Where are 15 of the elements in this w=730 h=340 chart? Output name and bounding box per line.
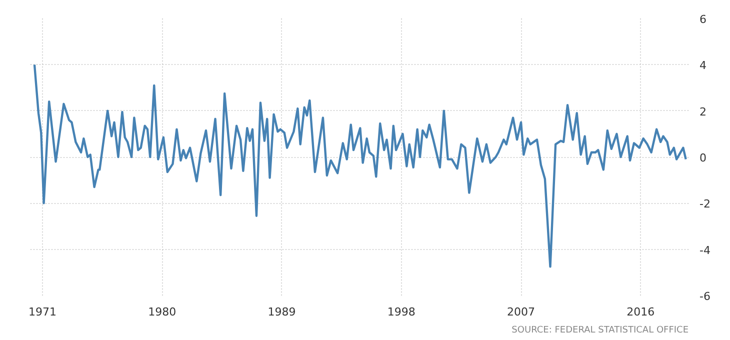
- y-tick-label: -2: [700, 198, 710, 211]
- x-tick-label: 1971: [28, 306, 56, 318]
- x-tick-label: 2016: [626, 306, 655, 318]
- source-note: SOURCE: FEDERAL STATISTICAL OFFICE: [512, 326, 689, 336]
- x-tick-label: 1989: [268, 306, 296, 318]
- y-tick-label: 0: [700, 152, 706, 164]
- x-tick-label: 1998: [387, 306, 416, 318]
- x-tick-label: 1980: [148, 306, 176, 318]
- line-series: [33, 64, 687, 268]
- x-tick-label: 2007: [507, 306, 536, 318]
- y-tick-label: 4: [700, 59, 706, 72]
- y-tick-label: -6: [700, 290, 710, 303]
- y-tick-label: -4: [700, 244, 710, 257]
- y-tick-label: 2: [700, 105, 706, 118]
- y-tick-label: 6: [700, 13, 706, 26]
